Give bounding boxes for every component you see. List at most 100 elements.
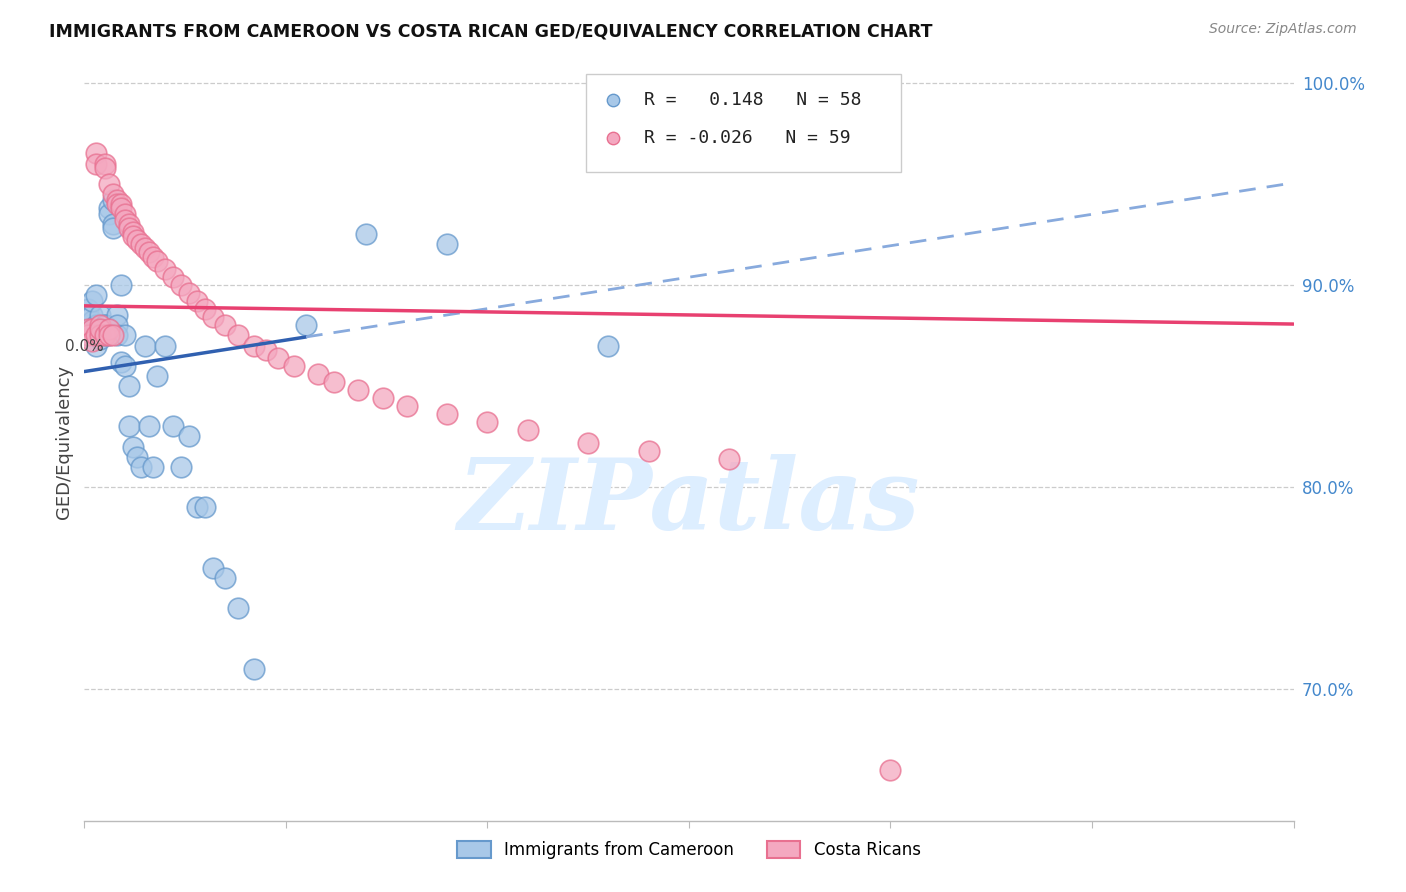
Point <box>97 177 120 191</box>
Text: R =   0.148   N = 58: R = 0.148 N = 58 <box>644 91 862 110</box>
Point <box>129 237 152 252</box>
Point <box>576 435 599 450</box>
Point <box>101 217 124 231</box>
Y-axis label: GED/Equivalency: GED/Equivalency <box>55 365 73 518</box>
Point <box>637 443 659 458</box>
Point <box>86 156 108 170</box>
Point <box>97 328 120 343</box>
Point <box>89 328 111 343</box>
Point <box>114 213 136 227</box>
Point <box>82 322 104 336</box>
Point <box>202 310 225 325</box>
Point <box>93 161 115 175</box>
Point <box>138 419 160 434</box>
Point <box>162 419 184 434</box>
Point <box>153 261 176 276</box>
Point <box>146 368 169 383</box>
Point <box>242 338 264 352</box>
Text: R = -0.026   N = 59: R = -0.026 N = 59 <box>644 129 851 147</box>
Point <box>118 419 141 434</box>
Point <box>89 328 111 343</box>
Point <box>101 193 124 207</box>
Point <box>86 146 108 161</box>
Text: IMMIGRANTS FROM CAMEROON VS COSTA RICAN GED/EQUIVALENCY CORRELATION CHART: IMMIGRANTS FROM CAMEROON VS COSTA RICAN … <box>49 22 932 40</box>
Point <box>214 318 236 333</box>
Point <box>226 328 249 343</box>
Point <box>86 288 108 302</box>
Point <box>77 318 100 333</box>
Point <box>89 318 111 333</box>
Point <box>93 328 115 343</box>
Point <box>82 308 104 322</box>
Text: Source: ZipAtlas.com: Source: ZipAtlas.com <box>1209 22 1357 37</box>
Point <box>879 763 901 777</box>
Point <box>93 156 115 170</box>
FancyBboxPatch shape <box>586 74 901 172</box>
Point <box>170 277 193 292</box>
Point <box>598 338 620 352</box>
Point <box>347 383 370 397</box>
Point <box>86 328 108 343</box>
Point <box>153 338 176 352</box>
Point <box>226 601 249 615</box>
Point <box>307 367 329 381</box>
Point <box>121 440 143 454</box>
Point <box>371 391 394 405</box>
Point <box>142 459 165 474</box>
Point <box>89 333 111 347</box>
Point <box>254 343 277 357</box>
Point <box>114 359 136 373</box>
Point <box>125 450 148 464</box>
Text: ZIPatlas: ZIPatlas <box>458 454 920 550</box>
Point <box>114 207 136 221</box>
Point <box>89 322 111 336</box>
Point <box>121 225 143 239</box>
Point <box>477 415 499 429</box>
Point <box>86 318 108 333</box>
Point <box>110 197 132 211</box>
Point <box>214 571 236 585</box>
Point <box>82 314 104 328</box>
Point <box>97 322 120 336</box>
Point <box>97 328 120 343</box>
Point <box>186 500 208 515</box>
Point <box>105 308 128 322</box>
Legend: Immigrants from Cameroon, Costa Ricans: Immigrants from Cameroon, Costa Ricans <box>450 834 928 865</box>
Point <box>142 250 165 264</box>
Point <box>202 561 225 575</box>
Point <box>93 318 115 333</box>
Point <box>77 302 100 317</box>
Point <box>194 302 217 317</box>
Point <box>436 237 458 252</box>
Point <box>179 429 201 443</box>
Point <box>436 407 458 421</box>
Point <box>89 322 111 336</box>
Point <box>101 221 124 235</box>
Point <box>134 242 156 256</box>
Point <box>105 318 128 333</box>
Point <box>77 322 100 336</box>
Point <box>118 379 141 393</box>
Point <box>118 217 141 231</box>
Point <box>186 293 208 308</box>
Point <box>97 207 120 221</box>
Point <box>283 359 305 373</box>
Point <box>162 269 184 284</box>
Point <box>105 328 128 343</box>
Point <box>93 318 115 333</box>
Point <box>114 328 136 343</box>
Point <box>395 399 418 413</box>
Point <box>125 233 148 247</box>
Point <box>129 459 152 474</box>
Point <box>101 186 124 201</box>
Point <box>121 229 143 244</box>
Point <box>134 338 156 352</box>
Point <box>110 354 132 368</box>
Point <box>93 326 115 341</box>
Point <box>86 328 108 343</box>
Point <box>105 197 128 211</box>
Point <box>97 322 120 336</box>
Point <box>170 459 193 474</box>
Point <box>295 318 318 333</box>
Point <box>179 285 201 300</box>
